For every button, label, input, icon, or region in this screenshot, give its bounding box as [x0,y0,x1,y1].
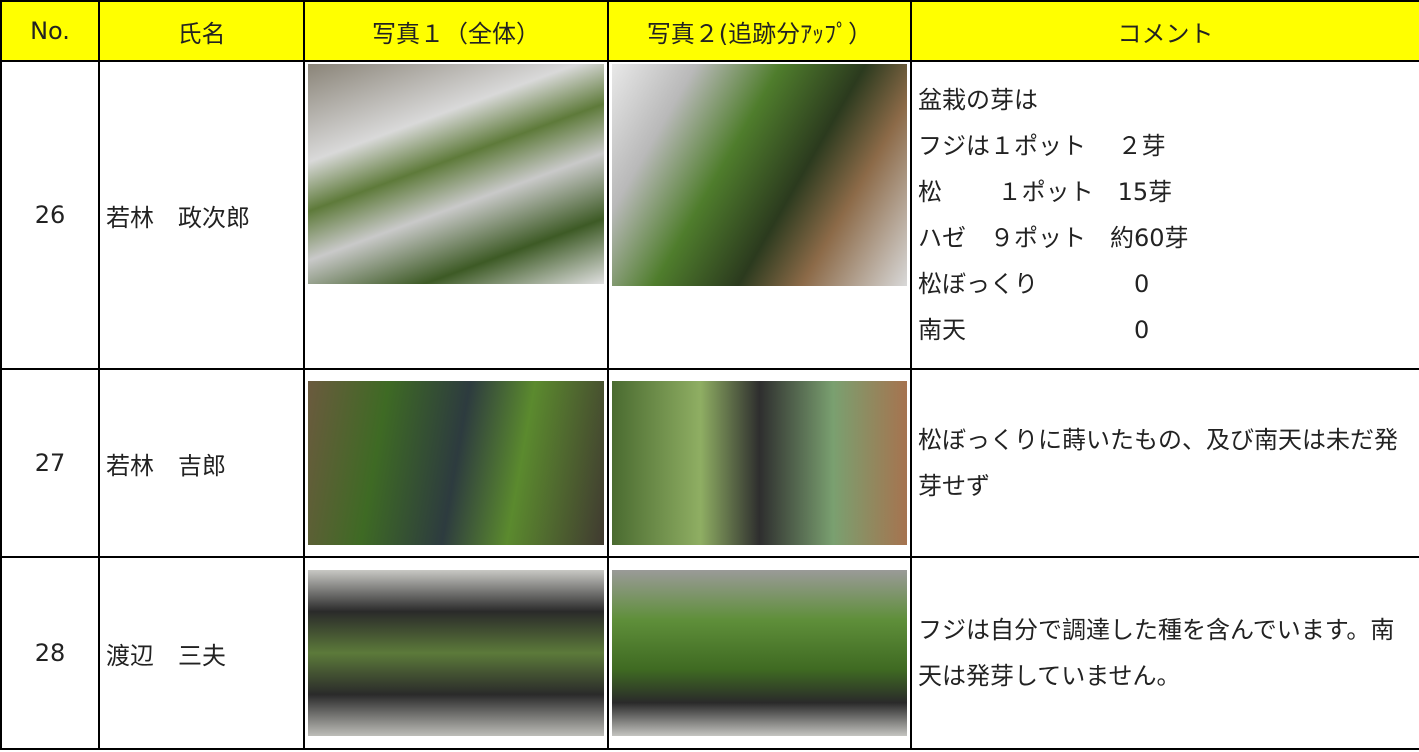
row: 27 若林 吉郎 松ぼっくりに蒔いたもの、及び南天は未だ発芽せず [0,368,1419,558]
comment-cell: 盆栽の芽はフジは１ポット ２芽松 １ポット 15芽 ハゼ ９ポット 約60芽 松ぼっ… [910,60,1419,370]
row-number: 28 [0,556,100,750]
photo-cell [607,368,912,558]
photo [308,570,604,736]
comment-line: ハゼ ９ポット 約60芽 [918,224,1189,252]
photo-cell [607,556,912,750]
comment-line: フジは自分で調達した種を含んでいます。南天は発芽していません。 [918,616,1395,690]
header-cell: 写真１（全体） [303,0,609,62]
header-cell: コメント [910,0,1419,62]
photo [308,381,604,545]
photo [612,64,907,286]
photo [612,381,907,545]
person-name: 渡辺 三夫 [98,556,305,750]
comment-line: 南天 0 [918,316,1150,344]
header-row: No. 氏名 写真１（全体） 写真２(追跡分ｱｯﾌﾟ） コメント [0,0,1419,62]
photo-cell [303,368,609,558]
photo [612,570,907,736]
header-cell: 氏名 [98,0,305,62]
comment-line: 盆栽の芽は [918,86,1038,114]
photo-cell [607,60,912,370]
photo-cell [303,556,609,750]
comment-line: フジは１ポット ２芽 [918,132,1166,160]
header-cell: 写真２(追跡分ｱｯﾌﾟ） [607,0,912,62]
row-number: 26 [0,60,100,370]
person-name: 若林 吉郎 [98,368,305,558]
comment-cell: フジは自分で調達した種を含んでいます。南天は発芽していません。 [910,556,1419,750]
photo-cell [303,60,609,370]
row-number: 27 [0,368,100,558]
comment-line: 松ぼっくり 0 [918,270,1150,298]
person-name: 若林 政次郎 [98,60,305,370]
comment-line: 松ぼっくりに蒔いたもの、及び南天は未だ発芽せず [918,426,1398,500]
row: 28 渡辺 三夫 フジは自分で調達した種を含んでいます。南天は発芽していません。 [0,556,1419,750]
comment-cell: 松ぼっくりに蒔いたもの、及び南天は未だ発芽せず [910,368,1419,558]
photo [308,64,604,284]
header-cell: No. [0,0,100,62]
row: 26 若林 政次郎 盆栽の芽はフジは１ポット ２芽松 １ポット 15芽 ハゼ ９ポ… [0,60,1419,370]
comment-line: 松 １ポット 15芽 [918,178,1173,206]
